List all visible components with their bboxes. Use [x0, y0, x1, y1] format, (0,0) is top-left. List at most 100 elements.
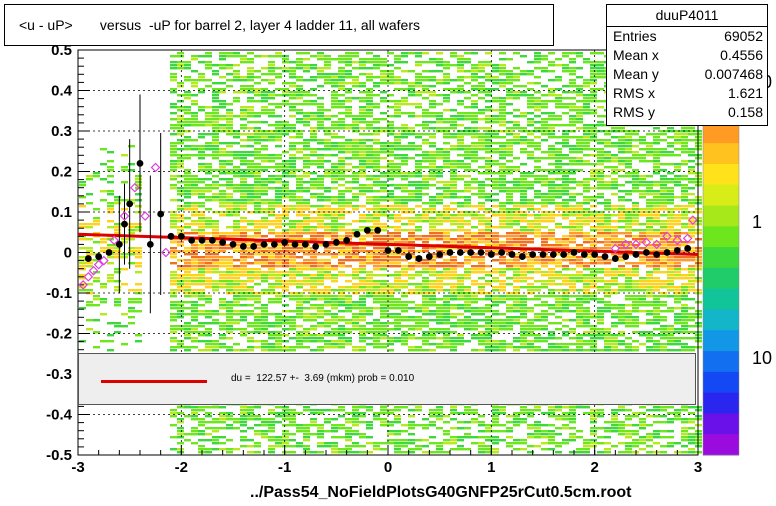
heat-cell	[191, 277, 198, 280]
heat-cell	[562, 349, 569, 352]
heat-cell	[534, 316, 541, 319]
heat-cell	[226, 247, 233, 250]
heat-cell	[436, 187, 443, 190]
heat-cell	[492, 409, 499, 412]
heat-cell	[527, 181, 534, 184]
heat-cell	[562, 142, 569, 145]
heat-cell	[177, 106, 184, 109]
heat-cell	[604, 259, 611, 262]
heat-cell	[562, 319, 569, 322]
heat-cell	[548, 280, 555, 283]
heat-cell	[135, 283, 142, 286]
heat-cell	[534, 313, 541, 316]
heat-cell	[569, 91, 576, 94]
heat-cell	[485, 151, 492, 154]
heat-cell	[198, 166, 205, 169]
heat-cell	[310, 334, 317, 337]
heat-cell	[457, 190, 464, 193]
heat-cell	[450, 262, 457, 265]
heat-cell	[219, 427, 226, 430]
heat-cell	[373, 442, 380, 445]
heat-cell	[597, 349, 604, 352]
heat-cell	[387, 232, 394, 235]
heat-cell	[548, 217, 555, 220]
heat-cell	[226, 85, 233, 88]
heat-cell	[128, 250, 135, 253]
heat-cell	[177, 217, 184, 220]
heat-cell	[527, 334, 534, 337]
heat-cell	[408, 211, 415, 214]
heat-cell	[240, 412, 247, 415]
heat-cell	[478, 331, 485, 334]
heat-cell	[135, 253, 142, 256]
heat-cell	[226, 349, 233, 352]
heat-cell	[548, 199, 555, 202]
heat-cell	[527, 262, 534, 265]
heat-cell	[471, 115, 478, 118]
heat-cell	[492, 304, 499, 307]
heat-cell	[464, 250, 471, 253]
heat-cell	[359, 235, 366, 238]
heat-cell	[499, 262, 506, 265]
heat-cell	[289, 265, 296, 268]
heat-cell	[492, 235, 499, 238]
heat-cell	[492, 451, 499, 454]
heat-cell	[226, 289, 233, 292]
heat-cell	[191, 139, 198, 142]
heat-cell	[527, 256, 534, 259]
heat-cell	[380, 91, 387, 94]
heat-cell	[289, 346, 296, 349]
heat-cell	[387, 307, 394, 310]
heat-cell	[310, 337, 317, 340]
heat-cell	[422, 451, 429, 454]
heat-cell	[429, 100, 436, 103]
heat-cell	[268, 199, 275, 202]
heat-cell	[191, 181, 198, 184]
heat-cell	[240, 313, 247, 316]
heat-cell	[485, 271, 492, 274]
heat-cell	[401, 241, 408, 244]
heat-cell	[597, 226, 604, 229]
heat-cell	[198, 73, 205, 76]
heat-cell	[317, 118, 324, 121]
heat-cell	[569, 451, 576, 454]
heat-cell	[562, 214, 569, 217]
heat-cell	[261, 181, 268, 184]
heat-cell	[310, 193, 317, 196]
heat-cell	[177, 307, 184, 310]
heat-cell	[338, 163, 345, 166]
heat-cell	[212, 112, 219, 115]
heat-cell	[366, 196, 373, 199]
heat-cell	[569, 412, 576, 415]
heat-cell	[499, 349, 506, 352]
heat-cell	[464, 262, 471, 265]
heat-cell	[296, 94, 303, 97]
heat-cell	[583, 286, 590, 289]
heat-cell	[359, 346, 366, 349]
heat-cell	[212, 115, 219, 118]
heat-cell	[450, 406, 457, 409]
heat-cell	[212, 268, 219, 271]
heat-cell	[492, 64, 499, 67]
heat-cell	[415, 166, 422, 169]
heat-cell	[471, 253, 478, 256]
heat-cell	[254, 55, 261, 58]
heat-cell	[310, 421, 317, 424]
heat-cell	[471, 241, 478, 244]
heat-cell	[303, 52, 310, 55]
heat-cell	[205, 79, 212, 82]
heat-cell	[387, 439, 394, 442]
heat-cell	[513, 439, 520, 442]
heat-cell	[366, 124, 373, 127]
heat-cell	[520, 250, 527, 253]
heat-cell	[198, 271, 205, 274]
heat-cell	[296, 280, 303, 283]
heat-cell	[254, 127, 261, 130]
heat-cell	[450, 289, 457, 292]
heat-cell	[366, 295, 373, 298]
heat-cell	[303, 448, 310, 451]
heat-cell	[499, 97, 506, 100]
heat-cell	[170, 256, 177, 259]
heat-cell	[275, 295, 282, 298]
heat-cell	[429, 145, 436, 148]
